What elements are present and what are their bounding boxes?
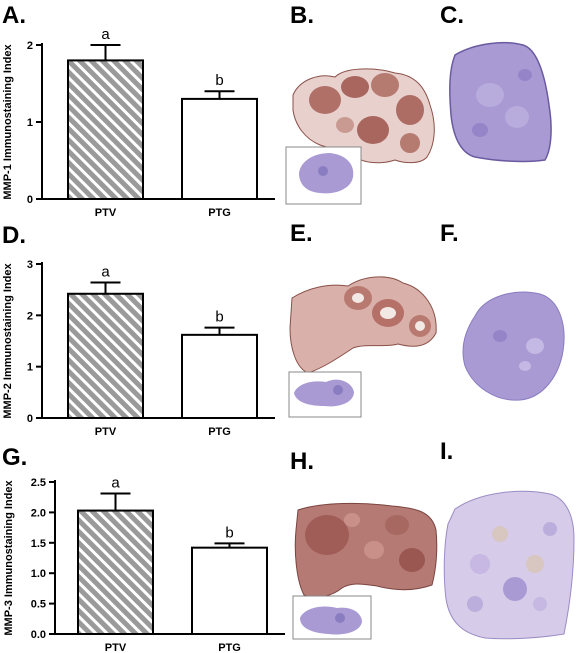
y-tick-label: 0 bbox=[27, 413, 33, 425]
bar-ptg bbox=[181, 97, 258, 200]
x-tick-label-ptv: PTV bbox=[95, 426, 117, 438]
x-tick-label-ptv: PTV bbox=[105, 642, 127, 653]
chart-mmp2-svg: a PTV b PTG 0 1 2 3 MMP-2 Immunostaining Index bbox=[2, 259, 275, 438]
micrograph-f bbox=[455, 286, 570, 404]
panel-label-d: D. bbox=[2, 222, 26, 249]
error-bar-ptg bbox=[204, 90, 235, 99]
error-bar-ptv bbox=[100, 492, 131, 511]
error-bar-ptg bbox=[204, 326, 235, 335]
x-tick-label-ptg: PTG bbox=[208, 426, 231, 438]
significance-letter-ptg: b bbox=[215, 309, 223, 326]
y-tick-label: 2 bbox=[27, 40, 33, 52]
micrograph-e-image bbox=[288, 276, 437, 418]
y-tick-label: 1 bbox=[27, 117, 33, 129]
bar-ptg bbox=[181, 333, 258, 419]
panel-label-e: E. bbox=[290, 220, 313, 247]
y-tick-label: 0 bbox=[27, 194, 33, 206]
y-tick-label: 1.5 bbox=[31, 538, 46, 550]
bar-ptv bbox=[67, 292, 144, 419]
micrograph-i bbox=[440, 484, 576, 642]
significance-letter-ptg: b bbox=[225, 524, 233, 541]
y-tick-label: 1.0 bbox=[31, 568, 46, 580]
panel-label-i: I. bbox=[440, 438, 454, 465]
micrograph-c-image bbox=[449, 41, 552, 163]
micrograph-c bbox=[445, 35, 555, 165]
x-tick-label-ptv: PTV bbox=[95, 207, 117, 219]
chart-mmp3: a PTV b PTG 0.0 0.5 1.0 1.5 2.0 2.5 MMP-3 Immunost… bbox=[0, 438, 285, 653]
y-tick-label: 2.5 bbox=[31, 477, 46, 489]
micrograph-e bbox=[288, 268, 440, 418]
panel-label-a: A. bbox=[2, 2, 26, 29]
y-tick-label: 3 bbox=[27, 259, 33, 271]
micrograph-h bbox=[292, 500, 440, 640]
y-axis-label: MMP-2 Immunostaining Index bbox=[2, 263, 14, 419]
panel-label-g: G. bbox=[2, 444, 28, 471]
chart-mmp1-svg: a PTV b PTG 0 1 2 MMP-1 Immunostaining Index bbox=[2, 26, 275, 219]
y-tick-label: 1 bbox=[27, 362, 33, 374]
panel-label-f: F. bbox=[440, 220, 459, 247]
y-axis-label: MMP-1 Immunostaining Index bbox=[2, 44, 14, 200]
significance-letter-ptv: a bbox=[101, 263, 110, 280]
error-bar-ptv bbox=[90, 44, 121, 61]
micrograph-b-image bbox=[285, 68, 435, 205]
y-tick-label: 0.5 bbox=[31, 599, 46, 611]
significance-letter-ptv: a bbox=[101, 26, 110, 43]
y-tick-label: 2 bbox=[27, 310, 33, 322]
panel-label-c: C. bbox=[440, 2, 464, 29]
chart-mmp2: a PTV b PTG 0 1 2 3 MMP-2 Immunostaining Index bbox=[0, 220, 280, 438]
x-tick-label-ptg: PTG bbox=[208, 207, 231, 219]
micrograph-h-image bbox=[292, 502, 438, 640]
micrograph-f-image bbox=[462, 291, 565, 401]
chart-mmp1: a PTV b PTG 0 1 2 MMP-1 Immunostaining Index bbox=[0, 0, 280, 219]
error-bar-ptv bbox=[90, 281, 121, 294]
bar-ptv bbox=[67, 59, 144, 201]
y-tick-label: 2.0 bbox=[31, 507, 46, 519]
significance-letter-ptv: a bbox=[111, 475, 120, 492]
bar-ptg bbox=[191, 546, 268, 635]
micrograph-i-image bbox=[443, 490, 575, 640]
x-tick-label-ptg: PTG bbox=[218, 642, 241, 653]
error-bar-ptg bbox=[214, 542, 245, 548]
y-axis-label: MMP-3 Immunostaining Index bbox=[3, 480, 15, 636]
bar-ptv bbox=[77, 509, 154, 635]
panel-label-h: H. bbox=[290, 448, 314, 475]
micrograph-b bbox=[285, 65, 440, 205]
panel-label-b: B. bbox=[290, 2, 314, 29]
significance-letter-ptg: b bbox=[215, 72, 223, 89]
chart-mmp3-svg: a PTV b PTG 0.0 0.5 1.0 1.5 2.0 2.5 MMP-3 Immunost… bbox=[3, 475, 285, 653]
y-tick-label: 0.0 bbox=[31, 629, 46, 641]
